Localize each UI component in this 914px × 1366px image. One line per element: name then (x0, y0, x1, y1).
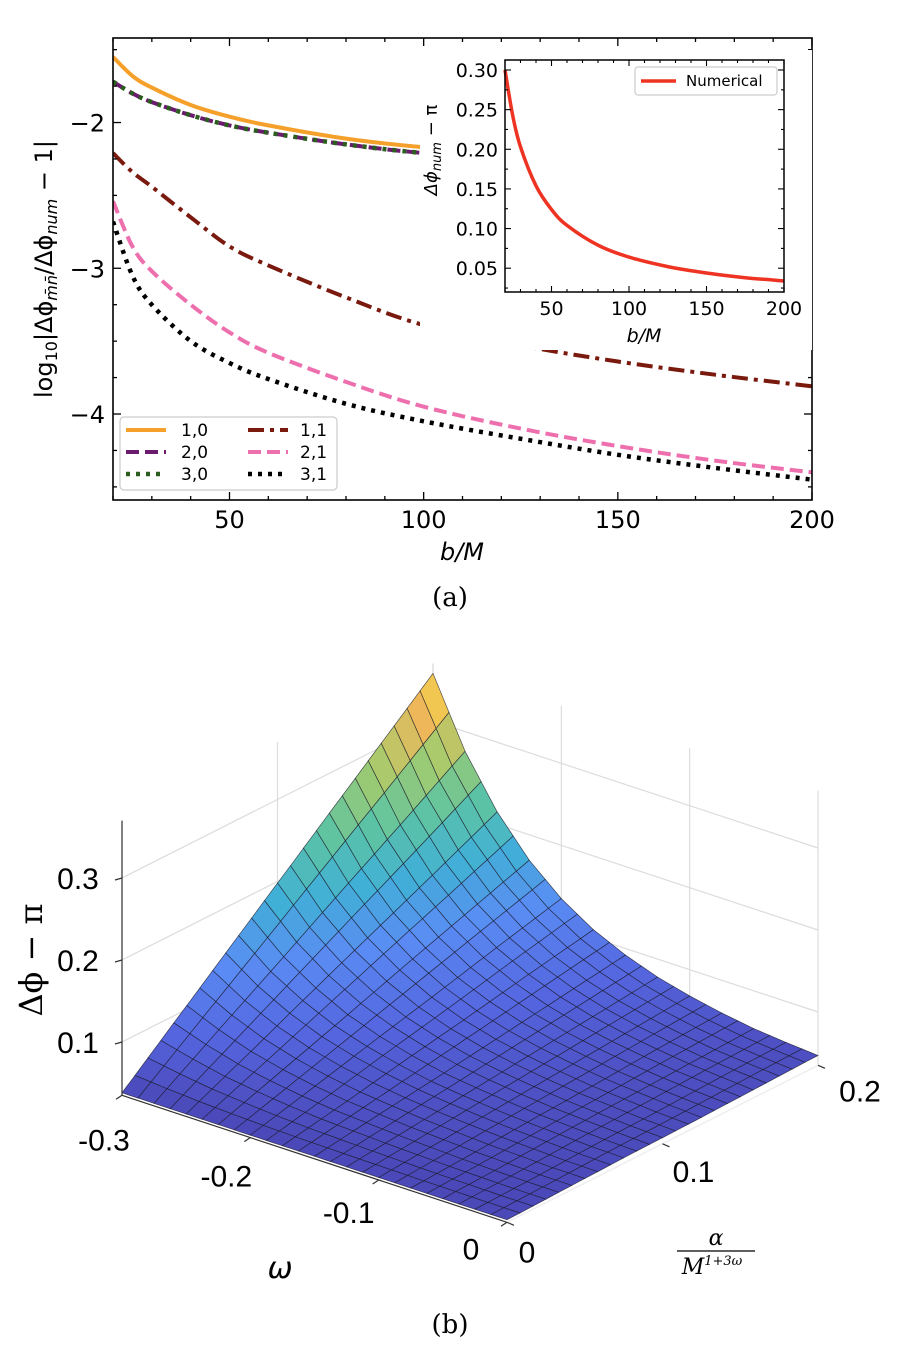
inset-x-tick-label: 200 (766, 298, 802, 320)
inset-x-tick-label: 50 (539, 298, 563, 320)
inset-background (420, 50, 812, 350)
alpha-tick (662, 1143, 670, 1148)
omega-axis-line (121, 1094, 508, 1223)
alpha-tick-label: 0.2 (839, 1075, 881, 1108)
y-tick-label: −2 (70, 110, 105, 138)
label-part: /Δϕ (30, 235, 58, 275)
label-part: num (42, 199, 61, 235)
x-tick-label: 100 (401, 506, 447, 534)
x-tick-label: 200 (789, 506, 835, 534)
legend-label: 2,0 (181, 443, 208, 463)
y-tick-label: −3 (70, 255, 105, 283)
label-part: num (430, 142, 445, 171)
alpha-tick (506, 1221, 515, 1226)
inset-y-tick-label: 0.30 (456, 60, 498, 82)
legend-label: 3,1 (300, 465, 327, 485)
legend-box (119, 416, 338, 491)
series-line-3-0 (113, 79, 812, 179)
legend-label: 1,0 (181, 421, 208, 441)
omega-tick-label: -0.2 (200, 1161, 252, 1194)
y-axis-label: log10|Δϕm̄n̄/Δϕnum − 1| (30, 140, 61, 398)
legend-label: 1,1 (300, 421, 327, 441)
grid-line (432, 720, 819, 849)
inset-y-tick-label: 0.20 (456, 139, 498, 161)
inset-y-tick-label: 0.10 (456, 219, 498, 241)
inset-y-axis-label: Δϕnum − π (421, 104, 445, 197)
z-tick-label: 0.3 (57, 863, 99, 896)
alpha-tick-label: 0.1 (673, 1156, 715, 1189)
inset-x-axis-label: b/M (627, 325, 662, 347)
omega-tick-label: -0.3 (78, 1124, 130, 1157)
label-part: |Δϕ (30, 301, 58, 341)
surface-mesh (121, 672, 819, 1221)
alpha-axis-label: αM1+3ω (677, 1226, 755, 1280)
omega-axis-label: ω (267, 1251, 292, 1286)
alpha-tick (817, 1064, 826, 1069)
label-part: − π (421, 104, 442, 142)
label-part: log (30, 361, 58, 398)
z-tick (114, 959, 123, 963)
inset-plot: 50 100 150 200 0.05 0.10 0.15 0.20 0.25 0.30 b/M Δϕ… (420, 50, 812, 350)
legend-label: 3,0 (181, 465, 208, 485)
inset-y-tick-label: 0.25 (456, 100, 498, 122)
z-tick (114, 1041, 123, 1045)
series-line-1-1 (113, 151, 812, 389)
alpha-label-numerator: α (709, 1226, 724, 1251)
z-axis-label: Δϕ − π (12, 903, 50, 1016)
omega-tick (500, 1221, 508, 1227)
series-line-numerical (503, 69, 785, 283)
omega-tick (115, 1094, 123, 1100)
x-tick-label: 50 (214, 506, 245, 534)
caption-a: (a) (432, 583, 468, 613)
inset-x-tick-label: 100 (611, 298, 647, 320)
label-part: m̄n̄ (42, 275, 61, 301)
label-part: 1+3ω (704, 1254, 742, 1269)
label-part: Δϕ (421, 171, 442, 197)
z-tick (114, 877, 123, 881)
inset-x-tick-label: 150 (688, 298, 724, 320)
inset-legend-box (634, 66, 778, 96)
series-line-2-1 (113, 200, 812, 475)
alpha-tick-label: 0 (519, 1236, 536, 1269)
x-tick-label: 150 (595, 506, 641, 534)
label-part: − 1| (30, 140, 58, 199)
omega-tick (372, 1179, 379, 1185)
caption-b: (b) (432, 1310, 469, 1340)
omega-tick-label: 0 (463, 1233, 480, 1266)
x-axis-label: b/M (440, 538, 484, 566)
alpha-label-denominator: M1+3ω (681, 1254, 743, 1280)
inset-legend-label: Numerical (686, 72, 763, 90)
z-tick-label: 0.2 (57, 945, 99, 978)
inset-y-tick-label: 0.05 (456, 258, 498, 280)
legend: 1,02,03,0 1,12,13,1 (119, 416, 338, 491)
legend-label: 2,1 (300, 443, 327, 463)
inset-y-tick-label: 0.15 (456, 179, 498, 201)
z-tick-label: 0.1 (57, 1027, 99, 1060)
y-tick-label: −4 (70, 401, 105, 429)
label-part: M (681, 1255, 705, 1280)
omega-tick-label: -0.1 (323, 1197, 375, 1230)
surface-patch (490, 1207, 521, 1221)
inset-legend: Numerical (634, 66, 778, 96)
series-line-3-1 (113, 220, 812, 482)
label-part: 10 (42, 341, 61, 361)
omega-tick (244, 1137, 251, 1143)
